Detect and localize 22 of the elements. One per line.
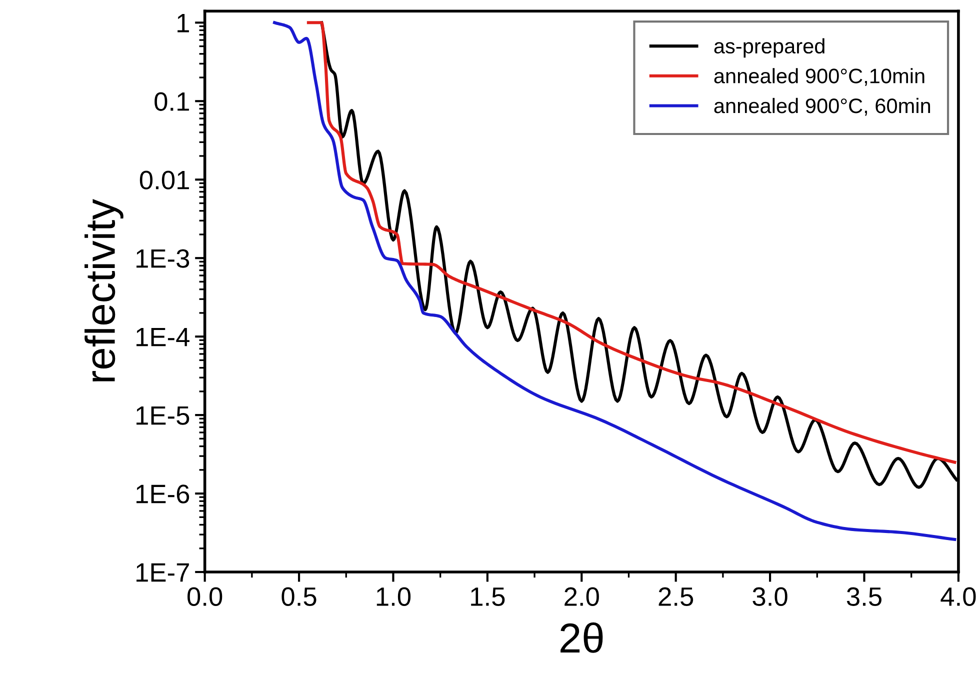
y-tick-label: 0.01 [140, 170, 189, 190]
x-tick-label: 3.0 [752, 587, 788, 606]
legend-label: annealed 900°C, 60min [714, 98, 930, 116]
y-tick-label: 1E-7 [136, 563, 189, 582]
x-tick-label: 3.5 [846, 587, 882, 606]
y-axis-title: reflectivity [84, 199, 124, 382]
x-tick-label: 1.5 [471, 588, 505, 606]
y-tick-label: 1E-3 [136, 249, 190, 268]
x-tick-label: 4.0 [940, 587, 976, 606]
y-tick-label: 1E-5 [136, 406, 190, 425]
x-tick-label: 2.5 [658, 587, 694, 606]
x-tick-label: 1.0 [376, 587, 411, 606]
y-tick-label: 1E-4 [136, 328, 190, 346]
y-tick-label: 0.1 [154, 92, 189, 111]
x-tick-label: 0.5 [282, 587, 316, 606]
y-tick-label: 1 [178, 14, 189, 32]
legend-label: annealed 900°C,10min [714, 68, 924, 86]
y-tick-label: 1E-6 [136, 484, 190, 504]
x-tick-label: 0.0 [188, 587, 222, 606]
x-axis-title: 2θ [560, 622, 603, 653]
x-tick-label: 2.0 [564, 587, 599, 606]
legend-label: as-prepared [714, 38, 824, 58]
